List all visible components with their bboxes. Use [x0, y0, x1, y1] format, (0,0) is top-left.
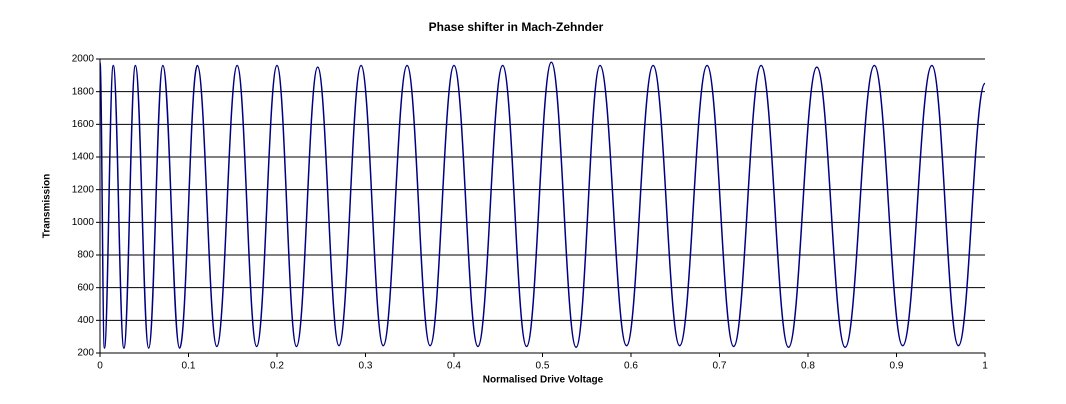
x-axis-label: Normalised Drive Voltage: [483, 375, 604, 386]
x-tick-label: 0.6: [624, 361, 638, 372]
x-tick-label: 0: [97, 361, 103, 372]
x-tick-label: 0.4: [447, 361, 461, 372]
x-tick-label: 0.3: [359, 361, 373, 372]
x-tick-label: 0.5: [536, 361, 550, 372]
x-tick-label: 0.7: [713, 361, 727, 372]
y-tick-label: 1000: [72, 217, 95, 228]
y-tick-label: 1200: [72, 184, 95, 195]
y-tick-label: 2000: [72, 54, 95, 65]
data-line: [99, 61, 986, 349]
y-axis-label: Transmission: [42, 174, 53, 238]
y-tick-label: 400: [77, 315, 94, 326]
x-tick-label: 0.9: [890, 361, 904, 372]
chart-title: Phase shifter in Mach-Zehnder: [429, 20, 604, 34]
x-tick-label: 1: [982, 361, 988, 372]
y-tick-label: 600: [77, 282, 94, 293]
y-tick-label: 1800: [72, 86, 95, 97]
y-tick-label: 1400: [72, 152, 95, 163]
x-tick-label: 0.8: [801, 361, 815, 372]
y-tick-label: 800: [77, 250, 94, 261]
y-tick-label: 1600: [72, 119, 95, 130]
x-tick-label: 0.2: [270, 361, 284, 372]
y-tick-label: 200: [77, 348, 94, 359]
x-tick-label: 0.1: [182, 361, 196, 372]
